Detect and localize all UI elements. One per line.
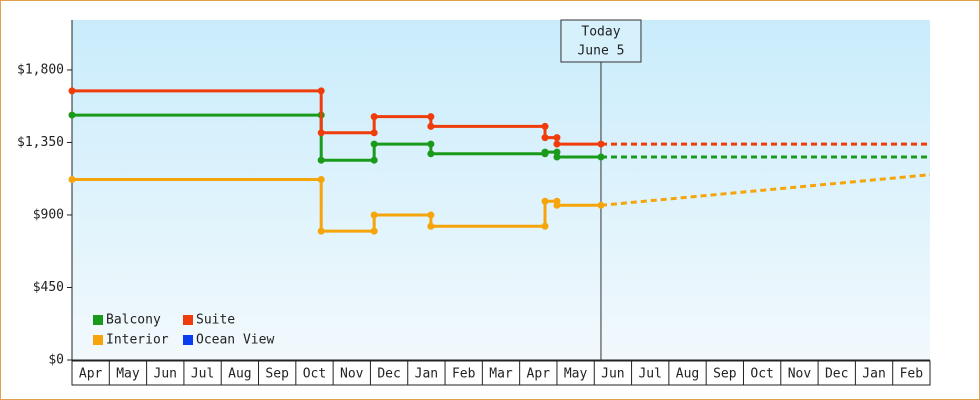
price-point — [541, 134, 549, 142]
price-point — [370, 156, 378, 164]
x-tick-label: Dec — [825, 367, 848, 382]
price-point — [553, 201, 561, 209]
legend-swatch — [183, 315, 193, 325]
price-point — [427, 211, 435, 219]
legend-label: Ocean View — [196, 333, 274, 348]
plot-area — [72, 20, 930, 360]
x-tick-label: Oct — [303, 367, 326, 382]
price-point — [370, 129, 378, 137]
price-point — [317, 156, 325, 164]
price-point — [427, 140, 435, 148]
price-point — [541, 222, 549, 230]
x-tick-label: Jul — [191, 367, 214, 382]
price-point — [68, 111, 76, 119]
price-point — [68, 176, 76, 184]
legend-swatch — [93, 315, 103, 325]
today-label: June 5 — [577, 44, 624, 59]
y-tick-label: $1,350 — [17, 135, 64, 150]
x-tick-label: Sep — [713, 367, 737, 382]
price-point — [541, 148, 549, 156]
x-tick-label: Nov — [788, 367, 812, 382]
x-tick-label: Jun — [154, 367, 177, 382]
price-point — [317, 87, 325, 95]
x-tick-label: Apr — [79, 367, 103, 382]
price-point — [370, 140, 378, 148]
legend-label: Suite — [196, 313, 235, 328]
price-point — [553, 140, 561, 148]
price-point — [427, 150, 435, 158]
price-point — [553, 148, 561, 156]
price-point — [317, 129, 325, 137]
x-tick-label: Nov — [340, 367, 364, 382]
x-tick-label: Aug — [228, 367, 251, 382]
x-tick-label: Aug — [676, 367, 699, 382]
price-point — [370, 227, 378, 235]
price-point — [541, 197, 549, 205]
price-point — [317, 176, 325, 184]
x-tick-label: Apr — [527, 367, 551, 382]
x-tick-label: Dec — [377, 367, 400, 382]
today-label: Today — [581, 25, 620, 40]
price-point — [553, 153, 561, 161]
price-point — [317, 227, 325, 235]
legend-label: Interior — [106, 333, 169, 348]
x-tick-label: May — [564, 367, 588, 382]
price-point — [541, 122, 549, 130]
x-tick-label: Mar — [489, 367, 513, 382]
y-tick-label: $0 — [48, 353, 64, 368]
x-tick-label: Oct — [750, 367, 773, 382]
x-tick-label: Jan — [862, 367, 885, 382]
month-row — [71, 360, 931, 386]
x-tick-label: Jun — [601, 367, 624, 382]
price-point — [68, 87, 76, 95]
x-tick-label: May — [116, 367, 140, 382]
price-point — [370, 211, 378, 219]
x-tick-label: Sep — [265, 367, 289, 382]
x-tick-label: Feb — [452, 367, 476, 382]
today-box — [560, 19, 642, 63]
legend-label: Balcony — [106, 313, 161, 328]
legend-swatch — [183, 335, 193, 345]
price-point — [553, 134, 561, 142]
price-point — [427, 122, 435, 130]
y-tick-label: $450 — [33, 280, 64, 295]
price-point — [370, 113, 378, 121]
x-tick-label: Jul — [638, 367, 661, 382]
price-point — [427, 222, 435, 230]
y-tick-label: $900 — [33, 207, 64, 222]
price-point — [427, 113, 435, 121]
x-tick-label: Feb — [900, 367, 924, 382]
y-tick-label: $1,800 — [17, 62, 64, 77]
forecast-line — [600, 173, 931, 207]
x-tick-label: Jan — [415, 367, 438, 382]
legend-swatch — [93, 335, 103, 345]
